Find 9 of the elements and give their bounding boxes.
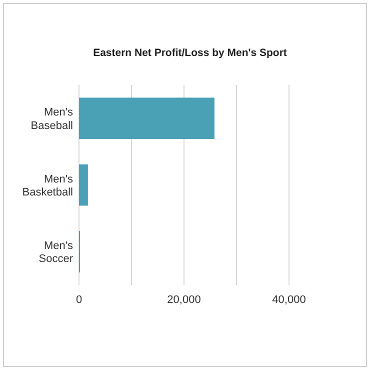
x-tick-label: 40,000 [272,294,306,306]
bar [79,164,88,206]
y-tick-label: Men's Baseball [30,106,74,132]
chart-title: Eastern Net Profit/Loss by Men's Sport [93,47,288,59]
x-tick-label: 20,000 [167,294,201,306]
y-tick-label: Men's Soccer [38,240,74,266]
x-tick-label: 0 [76,294,82,306]
bar [79,98,214,139]
y-tick-label: Men's Basketball [22,173,74,198]
